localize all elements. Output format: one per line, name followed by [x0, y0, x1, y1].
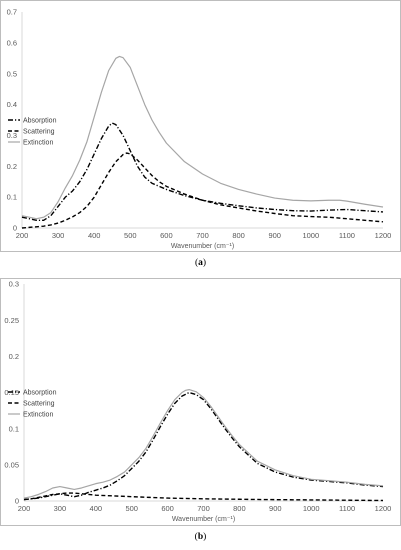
chartb-x-tick-label: 1100 [339, 504, 355, 513]
chartb-x-tick-label: 1000 [303, 504, 320, 513]
charta-series-scattering [21, 152, 384, 229]
chartb-y-tick-label: 0.2 [9, 352, 19, 361]
chartb-x-tick-label: 800 [233, 504, 246, 513]
chartb-x-tick-label: 1200 [375, 504, 392, 513]
charta-x-tick-label: 1200 [375, 231, 392, 240]
charta-y-tick-label: 0.5 [7, 69, 17, 78]
charta-x-tick-label: 700 [196, 231, 209, 240]
charta-y-tick-label: 0.6 [7, 38, 17, 47]
chartb-x-axis-label: Wavenumber (cm⁻¹) [172, 516, 235, 523]
chartb-x-tick-label: 900 [269, 504, 282, 513]
panel-b: 00.050.10.150.20.250.3200300400500600700… [0, 278, 401, 550]
chartb-x-tick-label: 500 [125, 504, 138, 513]
charta-x-tick-label: 500 [124, 231, 137, 240]
charta-x-tick-label: 400 [88, 231, 101, 240]
charta-y-tick-label: 0.1 [7, 193, 17, 202]
chartb-series-absorption [23, 391, 384, 501]
charta-x-tick-label: 800 [232, 231, 245, 240]
caption-b-label: b [197, 532, 204, 542]
charta-legend-label: Absorption [23, 118, 57, 125]
charta-y-tick-label: 0.4 [7, 100, 17, 109]
chartb-x-tick-label: 200 [18, 504, 31, 513]
caption-a: (a) [194, 258, 207, 268]
chartb-y-tick-label: 0.3 [9, 280, 19, 289]
charta-legend-label: Scattering [23, 129, 55, 136]
charta-legend-label: Extinction [23, 140, 53, 147]
chartb-y-tick-label: 0.05 [4, 460, 19, 469]
charta-y-tick-label: 0 [13, 224, 17, 233]
chartb-x-tick-label: 600 [161, 504, 174, 513]
charta-x-tick-label: 900 [268, 231, 281, 240]
chartb-x-tick-label: 300 [54, 504, 67, 513]
chartb-legend-label: Absorption [23, 390, 57, 397]
chartb-y-tick-label: 0.25 [4, 316, 19, 325]
chartb-series-scattering [23, 492, 384, 502]
charta-x-tick-label: 300 [52, 231, 65, 240]
chartb-x-tick-label: 700 [197, 504, 210, 513]
charta-x-tick-label: 1100 [339, 231, 355, 240]
chart-a: 0 0.1 0.2 0.3 0.4 0.5 0.6 0.7 200 300 400 500 600 700… [7, 8, 392, 250]
charta-x-tick-label: 1000 [302, 231, 319, 240]
charta-x-tick-label: 600 [160, 231, 173, 240]
charta-x-tick-label: 200 [16, 231, 29, 240]
caption-b: (b) [194, 532, 207, 542]
charta-y-tick-label: 0.7 [7, 8, 17, 17]
chart-b: 00.050.10.150.20.250.3200300400500600700… [4, 280, 392, 523]
charta-y-tick-label: 0.3 [7, 131, 17, 140]
charta-series-absorption [21, 122, 384, 221]
chartb-legend-label: Extinction [23, 412, 53, 419]
panel-a: 0 0.1 0.2 0.3 0.4 0.5 0.6 0.7 200 300 400 500 600 700… [0, 0, 401, 268]
caption-a-label: a [198, 258, 203, 268]
chartb-series-extinction [23, 389, 384, 499]
chartb-x-tick-label: 400 [90, 504, 103, 513]
charta-series-extinction [21, 55, 384, 220]
chartb-y-tick-label: 0 [15, 497, 19, 506]
charta-y-tick-label: 0.2 [7, 162, 17, 171]
chartb-y-tick-label: 0.1 [9, 424, 19, 433]
charta-x-axis-label: Wavenumber (cm⁻¹) [171, 243, 234, 250]
chartb-legend-label: Scattering [23, 401, 55, 408]
